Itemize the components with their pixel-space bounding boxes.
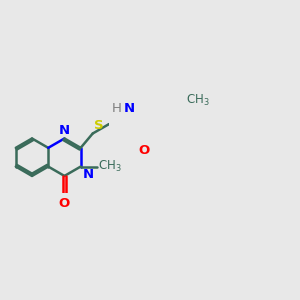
Text: N: N [124, 102, 135, 115]
Text: CH$_3$: CH$_3$ [186, 92, 210, 107]
Text: N: N [83, 168, 94, 181]
Text: CH$_3$: CH$_3$ [98, 159, 122, 174]
Text: N: N [59, 124, 70, 137]
Text: S: S [94, 119, 104, 132]
Text: O: O [59, 197, 70, 210]
Text: H: H [112, 102, 122, 115]
Text: O: O [139, 144, 150, 157]
